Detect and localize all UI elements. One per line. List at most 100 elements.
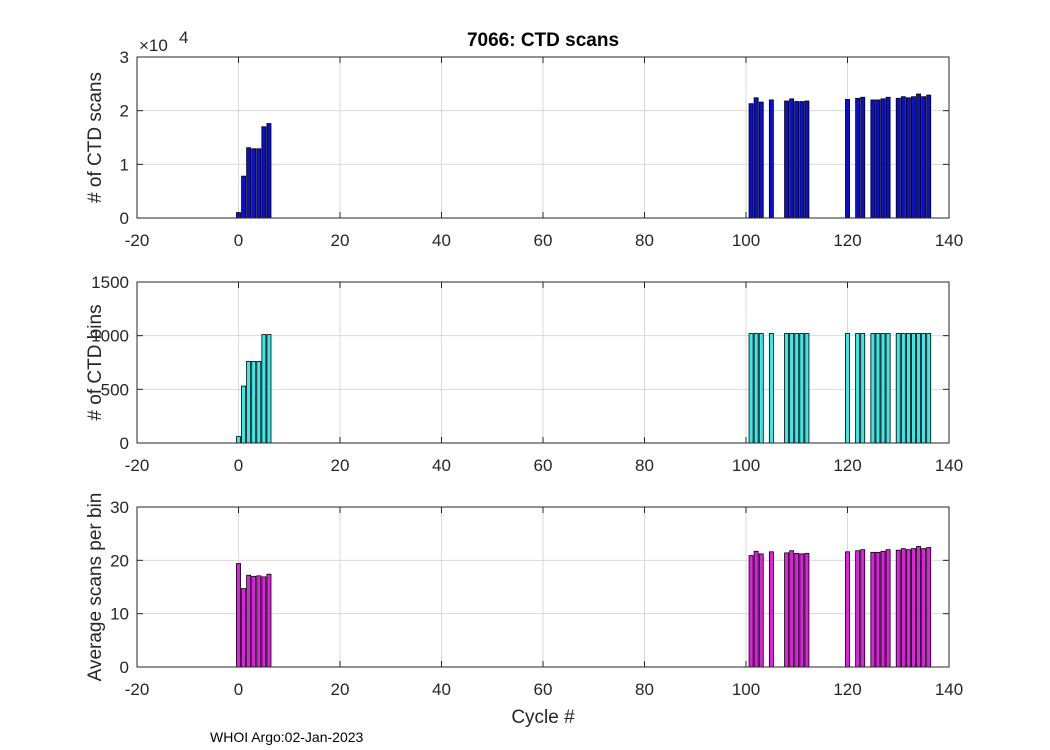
y-tick-label: 10 (110, 605, 129, 624)
y-axis-label: # of CTD bins (85, 304, 106, 420)
bar (880, 550, 886, 668)
y-exponent-power: 4 (179, 28, 188, 47)
chart-title: 7066: CTD scans (467, 30, 619, 51)
y-tick-label: 3 (120, 48, 129, 67)
x-tick-label: 20 (331, 456, 350, 475)
bar (236, 436, 241, 444)
x-tick-label: 0 (234, 231, 243, 250)
bar (251, 361, 257, 444)
bar (261, 576, 267, 668)
bar (753, 550, 759, 668)
y-tick-label: 0 (120, 434, 129, 453)
bar (266, 334, 272, 444)
bar (875, 333, 881, 444)
bar (748, 555, 754, 668)
bar (266, 123, 272, 219)
bar (895, 549, 901, 668)
axes-frame (136, 506, 950, 668)
bar (880, 98, 886, 219)
bar (794, 553, 800, 668)
bar (870, 333, 876, 444)
x-tick-label: 120 (833, 231, 861, 250)
bar (895, 97, 901, 219)
bar (921, 548, 927, 668)
y-tick-label: 500 (101, 380, 129, 399)
bar (241, 175, 247, 219)
bar (758, 553, 764, 668)
bar (845, 333, 850, 444)
bar (266, 573, 272, 668)
bar (794, 101, 800, 219)
bar (916, 546, 921, 668)
bar (789, 333, 795, 444)
bar (900, 548, 906, 668)
y-tick-label: 0 (120, 658, 129, 677)
bar (748, 333, 754, 444)
bar (251, 148, 257, 219)
bar (926, 333, 932, 444)
bar (845, 98, 850, 219)
bar (900, 96, 906, 219)
bar (855, 333, 861, 444)
subplot-2: -20 0 20 40 60 80 100 120 140 0 500 1000 1500 # of CT… (85, 273, 963, 475)
bar (860, 96, 866, 219)
bar (784, 552, 790, 668)
bar (236, 212, 241, 219)
bar (246, 147, 252, 219)
bar (789, 550, 795, 668)
bar (236, 563, 241, 668)
y-tick-label: 0 (120, 209, 129, 228)
x-tick-label: 80 (635, 456, 654, 475)
y-axis-label: # of CTD scans (85, 72, 106, 203)
bar (870, 99, 876, 219)
bar (875, 99, 881, 219)
y-tick-label: 1500 (91, 273, 129, 292)
bar (911, 96, 916, 219)
bar (860, 333, 866, 444)
x-tick-label: -20 (125, 231, 150, 250)
x-tick-label: 60 (534, 680, 553, 699)
bar (875, 551, 881, 668)
footer-stamp: WHOI Argo:02-Jan-2023 (210, 729, 364, 745)
bar (804, 333, 810, 444)
bar (768, 551, 774, 668)
bar (256, 361, 262, 444)
x-tick-label: 140 (935, 680, 963, 699)
x-tick-label: 100 (732, 231, 760, 250)
axes-frame (136, 56, 950, 219)
bar (256, 148, 262, 219)
x-tick-label: 60 (534, 231, 553, 250)
y-axis-label: Average scans per bin (85, 493, 106, 682)
x-tick-label: 60 (534, 456, 553, 475)
x-tick-label: -20 (125, 680, 150, 699)
bar (256, 575, 262, 668)
x-tick-label: 20 (331, 231, 350, 250)
bar (845, 551, 850, 668)
bar (855, 550, 861, 668)
bar (905, 97, 911, 219)
bar (758, 101, 764, 219)
y-tick-label: 1000 (91, 327, 129, 346)
bar (916, 93, 921, 219)
bar (921, 96, 927, 219)
subplot-1: -20 0 20 40 60 80 100 120 140 0 1 2 3 # of CTD scans ×… (85, 28, 963, 250)
y-tick-label: 20 (110, 551, 129, 570)
bar (926, 547, 932, 668)
bar (905, 333, 911, 444)
x-tick-label: 140 (935, 456, 963, 475)
x-tick-label: 140 (935, 231, 963, 250)
x-tick-label: 120 (833, 680, 861, 699)
bar (900, 333, 906, 444)
bar (911, 548, 916, 668)
bar (246, 574, 252, 668)
x-tick-label: 80 (635, 680, 654, 699)
bar (758, 333, 764, 444)
bar (870, 551, 876, 668)
bar (246, 361, 252, 444)
x-tick-label: 40 (432, 680, 451, 699)
x-tick-label: 100 (732, 456, 760, 475)
x-tick-label: 0 (234, 456, 243, 475)
